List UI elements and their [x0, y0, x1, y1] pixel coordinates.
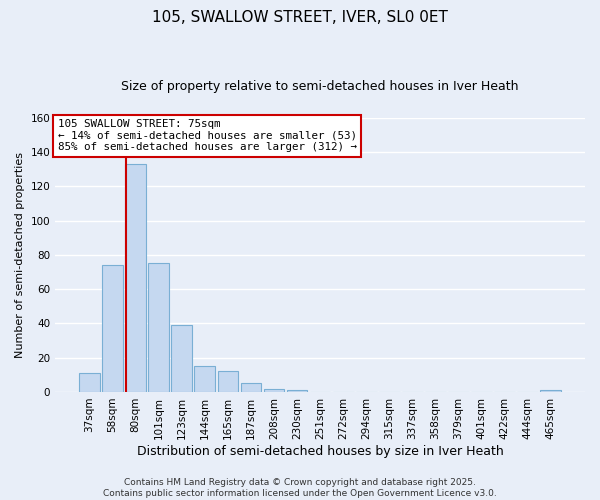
- Bar: [79, 373, 100, 392]
- Bar: [194, 366, 215, 392]
- Y-axis label: Number of semi-detached properties: Number of semi-detached properties: [15, 152, 25, 358]
- Text: 105 SWALLOW STREET: 75sqm
← 14% of semi-detached houses are smaller (53)
85% of : 105 SWALLOW STREET: 75sqm ← 14% of semi-…: [58, 119, 357, 152]
- Bar: [172, 325, 192, 392]
- Bar: [263, 388, 284, 392]
- Text: Contains HM Land Registry data © Crown copyright and database right 2025.
Contai: Contains HM Land Registry data © Crown c…: [103, 478, 497, 498]
- Bar: [218, 372, 238, 392]
- Title: Size of property relative to semi-detached houses in Iver Heath: Size of property relative to semi-detach…: [121, 80, 519, 93]
- Bar: [241, 384, 262, 392]
- Text: 105, SWALLOW STREET, IVER, SL0 0ET: 105, SWALLOW STREET, IVER, SL0 0ET: [152, 10, 448, 25]
- Bar: [148, 264, 169, 392]
- Bar: [125, 164, 146, 392]
- Bar: [540, 390, 561, 392]
- Bar: [102, 265, 123, 392]
- Bar: [287, 390, 307, 392]
- X-axis label: Distribution of semi-detached houses by size in Iver Heath: Distribution of semi-detached houses by …: [137, 444, 503, 458]
